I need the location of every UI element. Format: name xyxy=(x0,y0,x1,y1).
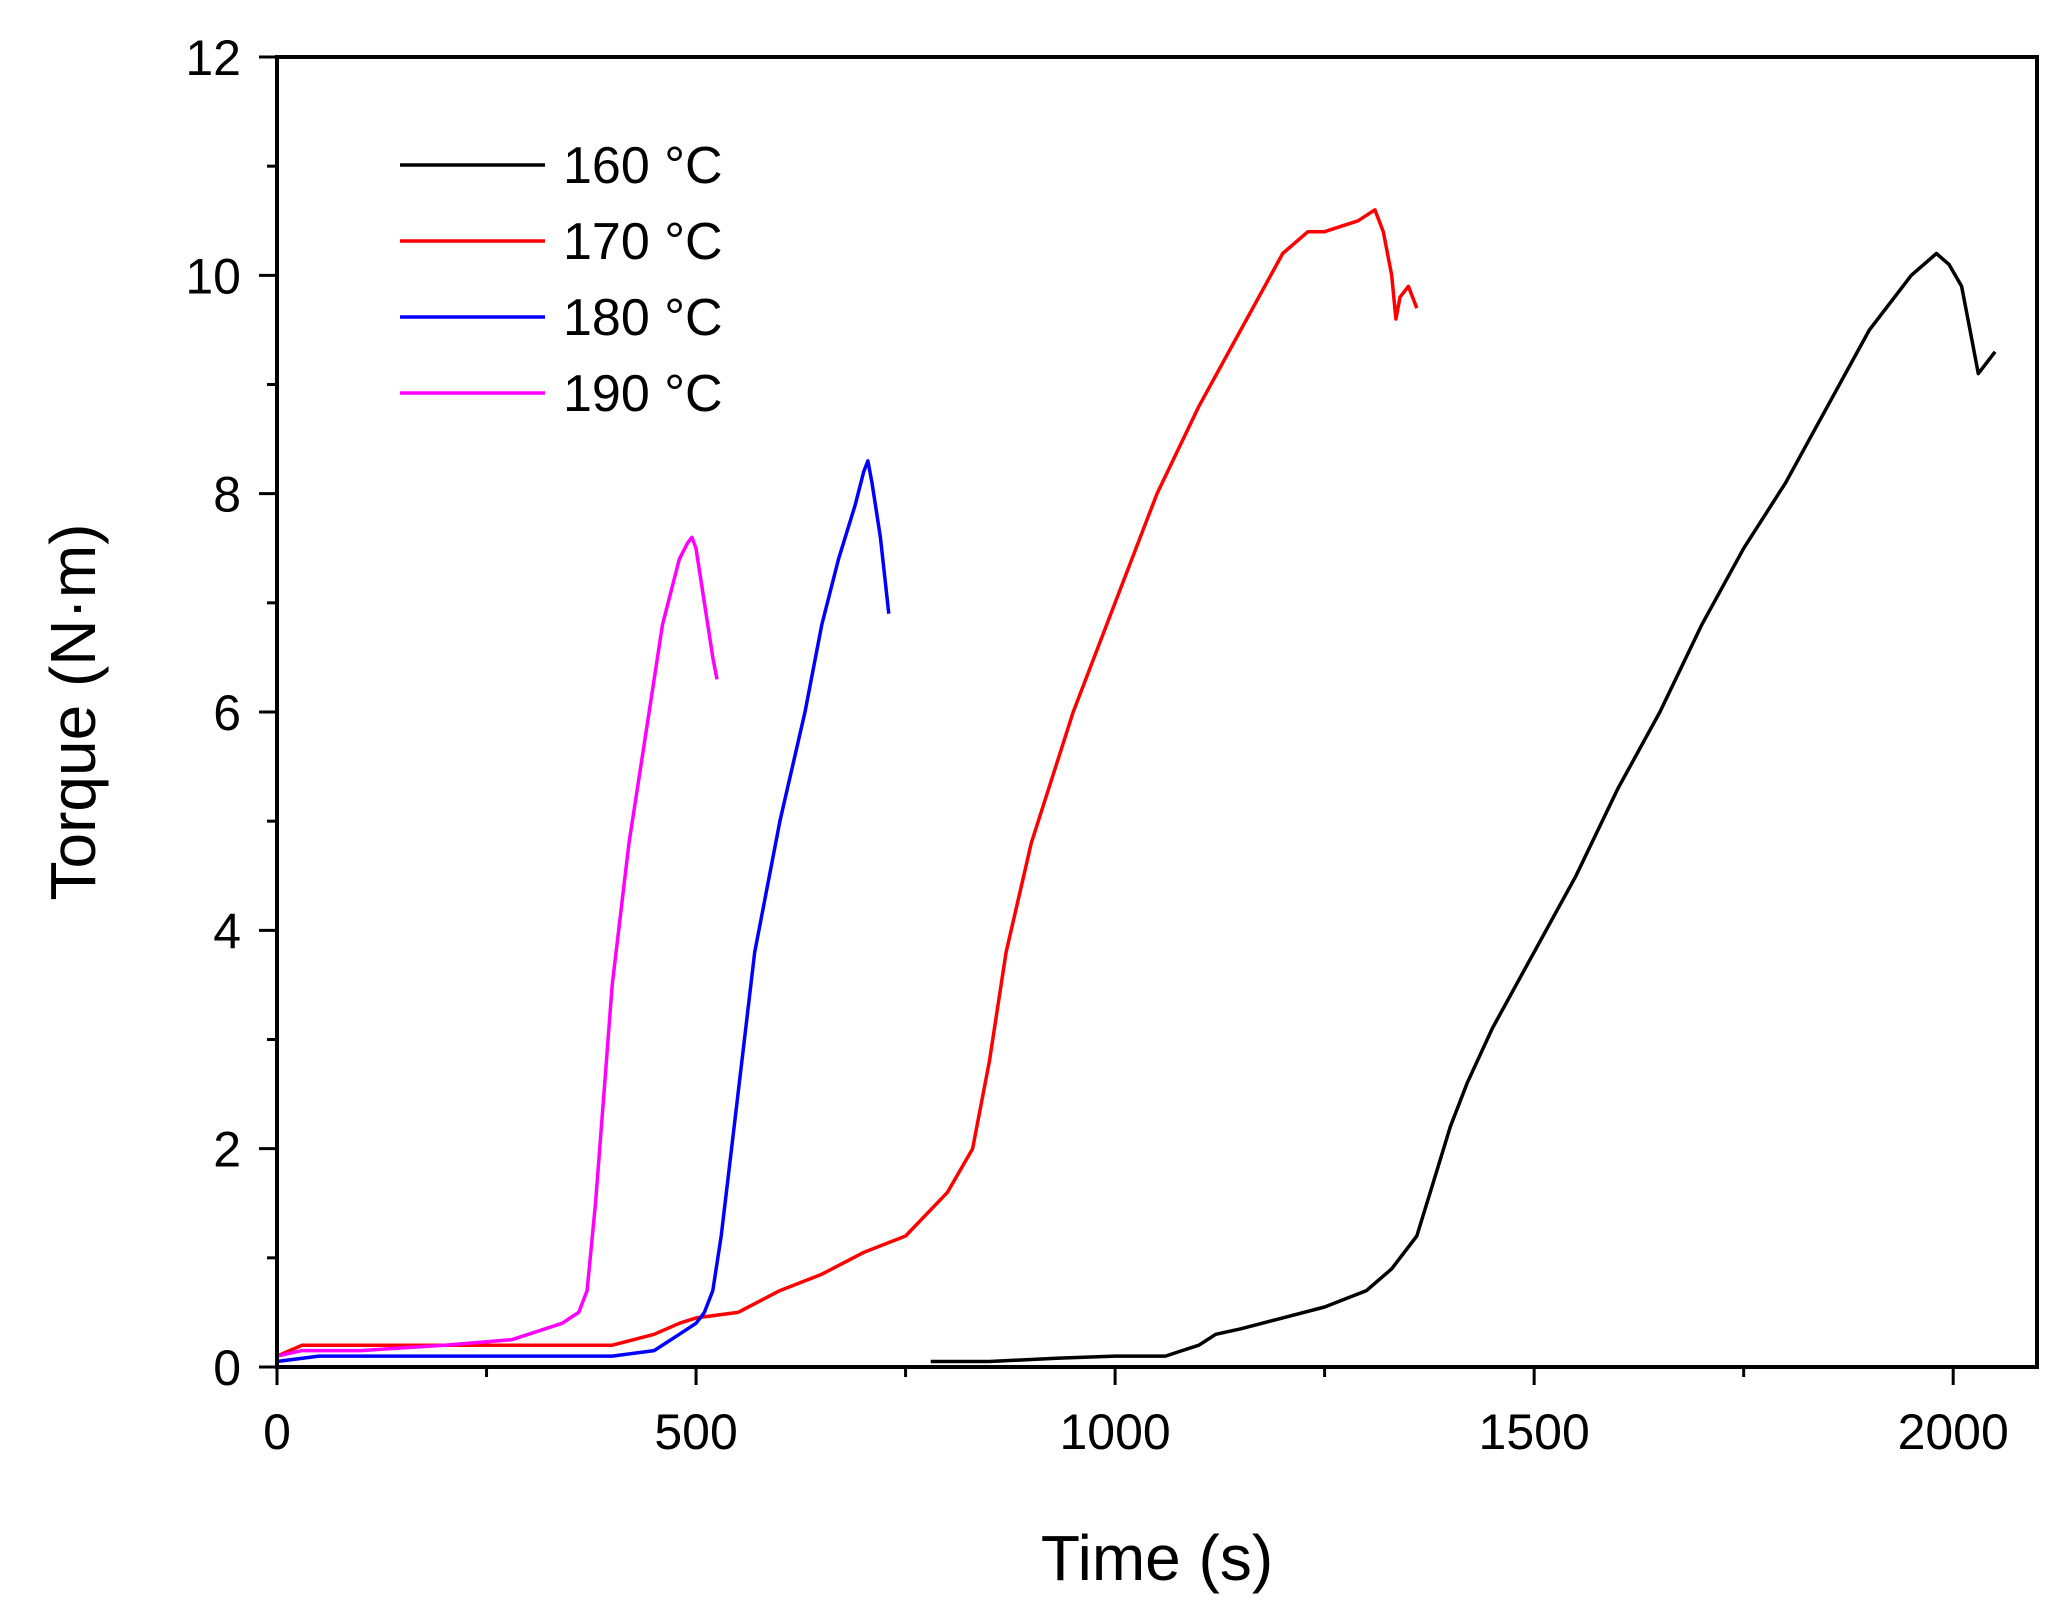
legend-label-2: 180 °C xyxy=(563,289,723,347)
axes-layer: 0 500 1000 1500 2000 0 2 4 6 8 10 12 xyxy=(185,30,2008,1460)
y-axis-title: Torque (N·m) xyxy=(37,524,109,901)
legend-label-0: 160 °C xyxy=(563,137,723,195)
x-tick-label: 2000 xyxy=(1898,1404,2009,1460)
legend: 160 °C 170 °C 180 °C 190 °C xyxy=(400,137,723,423)
x-tick-label: 500 xyxy=(654,1404,737,1460)
x-axis-title: Time (s) xyxy=(1041,1522,1273,1594)
x-tick-label: 1000 xyxy=(1059,1404,1170,1460)
series-line-1 xyxy=(276,208,1419,1358)
y-tick-label: 2 xyxy=(213,1122,241,1178)
series-line-3 xyxy=(276,535,719,1358)
legend-label-1: 170 °C xyxy=(563,213,723,271)
series-line-0 xyxy=(930,251,1997,1364)
x-tick-label: 0 xyxy=(263,1404,291,1460)
y-tick-label: 10 xyxy=(185,248,241,304)
legend-label-3: 190 °C xyxy=(563,365,723,423)
y-tick-label: 8 xyxy=(213,467,241,523)
y-tick-label: 12 xyxy=(185,30,241,86)
x-tick-label: 1500 xyxy=(1479,1404,1590,1460)
y-tick-label: 6 xyxy=(213,685,241,741)
series-line-2 xyxy=(276,459,891,1364)
y-tick-label: 4 xyxy=(213,903,241,959)
series-layer xyxy=(276,208,1997,1364)
y-tick-label: 0 xyxy=(213,1340,241,1396)
